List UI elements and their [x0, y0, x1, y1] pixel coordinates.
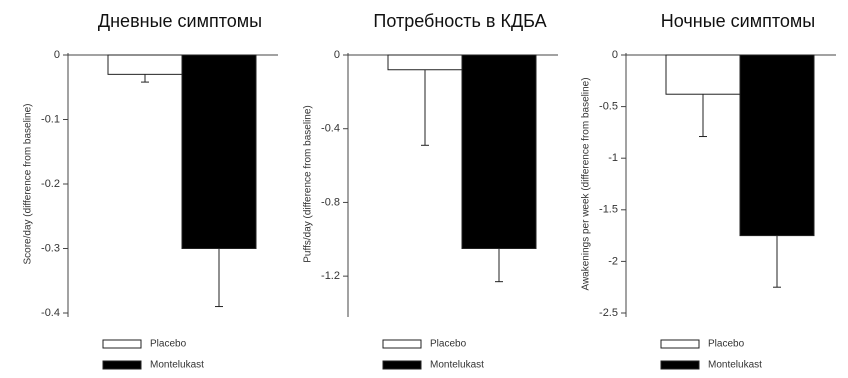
y-tick-label: -1.2 [321, 270, 340, 282]
bar [461, 54, 537, 249]
legend-swatch [102, 360, 142, 370]
y-axis-label: Score/day (difference from baseline) [23, 103, 34, 264]
y-tick-label: 0 [334, 49, 340, 61]
chart-title: Потребность в КДБА [373, 11, 546, 31]
y-tick-label: -2 [608, 255, 618, 267]
y-tick-label: -1 [608, 152, 618, 164]
legend-swatch [382, 339, 422, 349]
legend-swatch [102, 339, 142, 349]
legend-label: Montelukast [708, 360, 762, 371]
y-tick-label: -0.4 [321, 123, 340, 135]
legend-label: Placebo [708, 339, 745, 350]
legend-swatch [382, 360, 422, 370]
y-tick-label: -2.5 [599, 307, 618, 319]
y-tick-label: -0.1 [41, 113, 60, 125]
y-axis-label: Awakenings per week (difference from bas… [581, 77, 592, 290]
legend-label: Montelukast [430, 360, 484, 371]
y-tick-label: 0 [54, 49, 60, 61]
y-tick-label: -1.5 [599, 204, 618, 216]
y-tick-label: -0.3 [41, 242, 60, 254]
y-tick-label: -0.8 [321, 196, 340, 208]
legend-label: Placebo [150, 339, 187, 350]
legend-label: Placebo [430, 339, 467, 350]
bar [387, 54, 463, 71]
bar [181, 54, 257, 249]
bar [665, 54, 741, 95]
y-tick-label: 0 [612, 49, 618, 61]
chart-title: Ночные симптомы [661, 11, 815, 31]
y-tick-label: -0.4 [41, 307, 60, 319]
y-tick-label: -0.2 [41, 178, 60, 190]
legend-swatch [660, 360, 700, 370]
y-axis-label: Puffs/day (difference from baseline) [303, 105, 314, 263]
legend-label: Montelukast [150, 360, 204, 371]
chart-title: Дневные симптомы [98, 11, 262, 31]
y-tick-label: -0.5 [599, 101, 618, 113]
bar [107, 54, 183, 75]
bar [739, 54, 815, 237]
legend-swatch [660, 339, 700, 349]
